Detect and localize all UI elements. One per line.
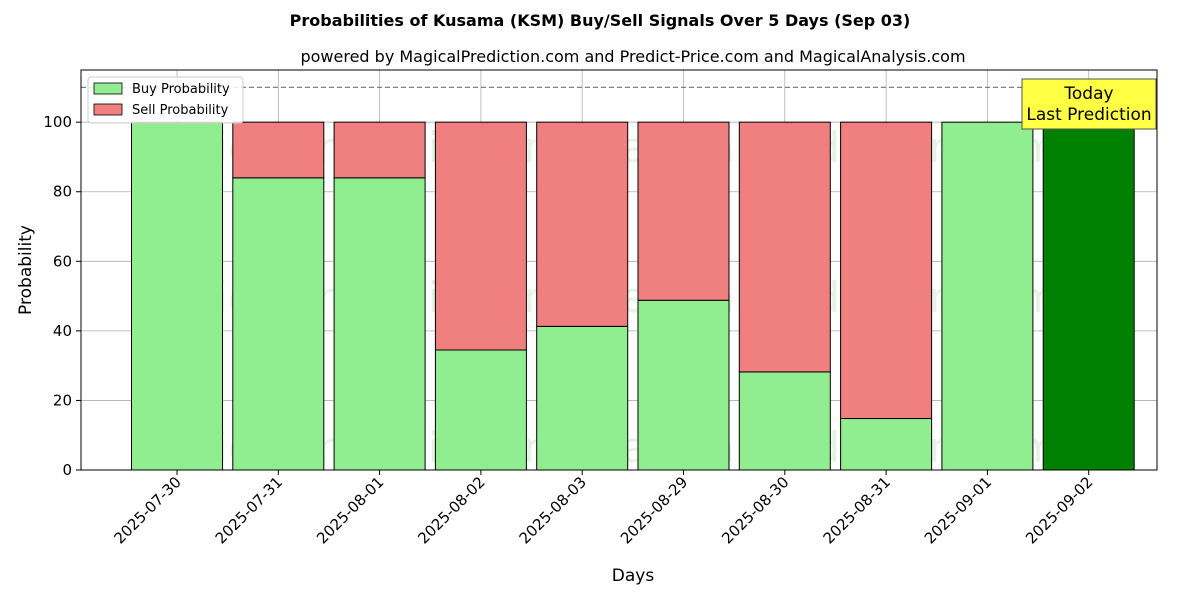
y-tick-label-5: 100: [43, 113, 72, 131]
today-annotation: Today Last Prediction: [1021, 78, 1157, 130]
y-axis-ticks: 0 20 40 60 80 100: [43, 113, 81, 479]
bar-buy-2025-08-02: [434, 349, 527, 471]
x-tick-label-0: 2025-07-30: [110, 473, 184, 547]
bar-sell-2025-08-29: [637, 121, 730, 301]
annotation-line-today: Today: [1063, 84, 1113, 104]
bar-buy-2025-09-02: [1042, 121, 1135, 471]
bar-buy-2025-07-30: [131, 121, 223, 471]
bar-buy-2025-08-30: [738, 371, 831, 471]
bar-sell-2025-07-31: [232, 121, 325, 179]
bar-sell-2025-08-30: [738, 121, 831, 373]
bar-buy-2025-08-29: [637, 299, 730, 471]
bars: [131, 121, 1135, 471]
bar-sell-2025-08-31: [840, 121, 933, 420]
x-tick-label-3: 2025-08-02: [414, 473, 488, 547]
bar-sell-2025-08-01: [333, 121, 426, 179]
x-tick-label-7: 2025-08-31: [820, 473, 894, 547]
bar-buy-2025-08-01: [333, 177, 426, 471]
bar-buy-2025-09-01: [941, 121, 1034, 471]
bar-sell-2025-08-03: [536, 121, 629, 327]
x-tick-label-9: 2025-09-02: [1022, 473, 1096, 547]
x-tick-label-1: 2025-07-31: [212, 473, 286, 547]
bar-buy-2025-08-03: [536, 325, 629, 471]
chart-title: Probabilities of Kusama (KSM) Buy/Sell S…: [290, 11, 911, 30]
bar-buy-2025-08-31: [840, 418, 933, 471]
x-axis-label: Days: [612, 566, 655, 586]
x-tick-label-5: 2025-08-29: [617, 473, 691, 547]
y-tick-label-3: 60: [53, 252, 72, 270]
y-tick-label-4: 80: [53, 183, 72, 201]
legend: Buy Probability Sell Probability: [87, 76, 244, 124]
x-axis-ticks: 2025-07-30 2025-07-31 2025-08-01 2025-08-02…: [110, 470, 1097, 547]
y-tick-label-0: 0: [62, 461, 72, 479]
bar-sell-2025-08-02: [434, 121, 527, 351]
x-tick-label-4: 2025-08-03: [516, 473, 590, 547]
legend-label-sell: Sell Probability: [132, 103, 229, 118]
legend-swatch-buy: [93, 82, 123, 95]
legend-swatch-sell: [93, 103, 123, 116]
legend-box: [87, 76, 244, 124]
annotation-line-last-prediction: Last Prediction: [1026, 105, 1151, 125]
chart-subtitle: powered by MagicalPrediction.com and Pre…: [300, 47, 965, 66]
bar-buy-2025-07-31: [232, 177, 325, 471]
plot-frame: [80, 69, 1158, 471]
y-axis-label: Probability: [16, 225, 36, 315]
legend-label-buy: Buy Probability: [132, 82, 230, 97]
y-tick-label-2: 40: [53, 322, 72, 340]
x-tick-label-8: 2025-09-01: [921, 473, 995, 547]
x-tick-label-6: 2025-08-30: [718, 473, 792, 547]
annotation-box: [1021, 78, 1157, 130]
y-tick-label-1: 20: [53, 391, 72, 409]
x-tick-label-2: 2025-08-01: [313, 473, 387, 547]
